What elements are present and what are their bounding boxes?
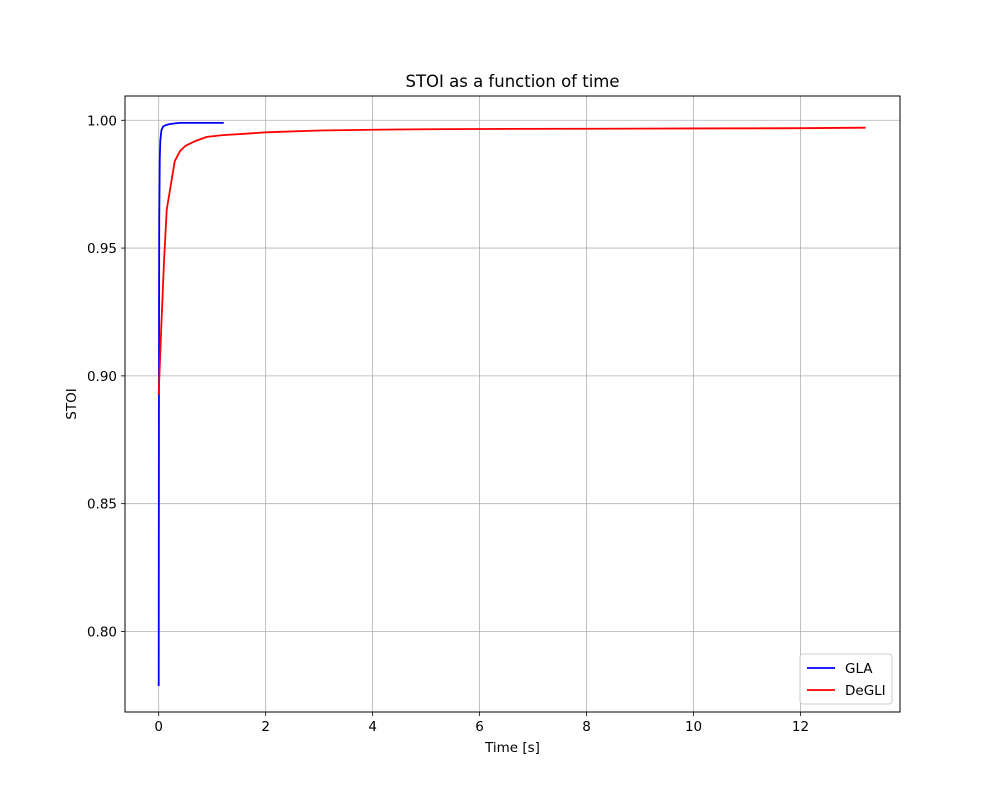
x-axis-label: Time [s] (484, 740, 540, 756)
series-line-gla (157, 121, 224, 687)
legend-label-degli: DeGLI (845, 683, 886, 699)
x-tick-label: 10 (685, 719, 702, 735)
series-line-degli (157, 126, 866, 395)
x-tick-label: 8 (582, 719, 591, 735)
x-tick-label: 0 (154, 719, 163, 735)
y-tick-label: 0.90 (87, 369, 117, 385)
grid-lines (125, 96, 900, 712)
legend: GLA DeGLI (799, 653, 893, 705)
x-tick-label: 2 (261, 719, 270, 735)
axis-ticks: 0 2 4 6 8 10 12 0.80 0.85 0.90 0.95 1.00 (87, 113, 809, 735)
x-tick-label: 12 (792, 719, 809, 735)
legend-label-gla: GLA (845, 661, 873, 677)
chart-title: STOI as a function of time (405, 72, 619, 91)
legend-box (799, 653, 893, 705)
plot-frame (124, 95, 901, 713)
series-lines (157, 121, 866, 687)
y-tick-label: 0.80 (87, 624, 117, 640)
x-tick-label: 4 (368, 719, 377, 735)
y-axis-label: STOI (64, 388, 80, 419)
y-tick-label: 0.85 (87, 497, 117, 513)
x-tick-label: 6 (475, 719, 484, 735)
y-tick-label: 0.95 (87, 241, 117, 257)
y-tick-label: 1.00 (87, 113, 117, 129)
